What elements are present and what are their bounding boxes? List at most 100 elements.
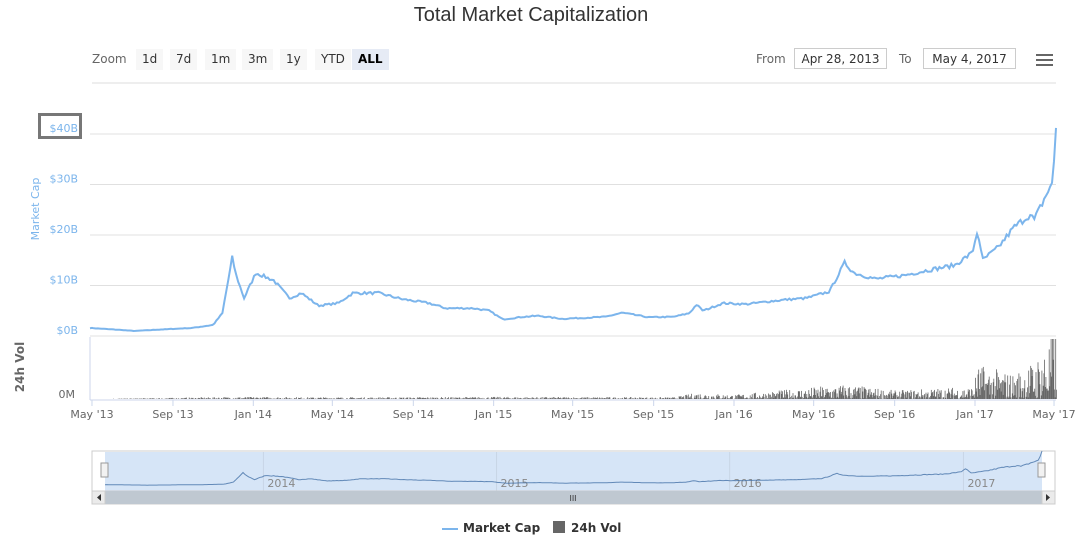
- volume-bar: [952, 395, 954, 399]
- volume-bar: [694, 395, 696, 399]
- volume-bar: [795, 395, 796, 399]
- volume-bar: [986, 385, 988, 399]
- volume-bar: [1000, 383, 1001, 399]
- volume-bar: [136, 398, 138, 399]
- volume-bar: [309, 398, 311, 399]
- volume-bar: [487, 397, 488, 399]
- volume-bar: [822, 390, 824, 399]
- volume-bar: [271, 398, 272, 399]
- volume-bar: [400, 397, 401, 399]
- volume-bar: [894, 390, 896, 399]
- volume-bar: [319, 397, 321, 399]
- volume-bar: [440, 398, 442, 399]
- volume-bar: [1033, 391, 1035, 399]
- volume-bar: [441, 398, 443, 399]
- volume-bar: [219, 398, 220, 399]
- volume-bar: [681, 398, 683, 399]
- zoom-all-button[interactable]: ALL: [352, 49, 389, 70]
- volume-bar: [346, 398, 348, 399]
- volume-bar: [961, 397, 963, 399]
- scrollbar-thumb[interactable]: [105, 491, 1042, 504]
- zoom-3m-button[interactable]: 3m: [242, 49, 274, 70]
- volume-bar: [915, 394, 917, 399]
- volume-bar: [799, 396, 801, 399]
- volume-bar: [588, 397, 590, 399]
- volume-bar: [199, 398, 201, 399]
- zoom-1m-button[interactable]: 1m: [205, 49, 237, 70]
- volume-bar: [221, 398, 222, 399]
- volume-bar: [626, 397, 627, 399]
- volume-bar: [630, 397, 632, 399]
- volume-bar: [562, 397, 564, 399]
- volume-bar: [253, 397, 255, 399]
- to-date-input[interactable]: May 4, 2017: [923, 48, 1016, 69]
- volume-bar: [419, 397, 421, 399]
- volume-bar: [718, 395, 720, 399]
- volume-bar: [189, 398, 191, 399]
- zoom-7d-button[interactable]: 7d: [170, 49, 198, 70]
- volume-bar: [864, 388, 866, 399]
- volume-bar: [973, 394, 975, 399]
- volume-bar: [1045, 377, 1047, 399]
- volume-bar: [261, 398, 263, 399]
- from-date-input[interactable]: Apr 28, 2013: [794, 48, 887, 69]
- volume-bar: [839, 390, 841, 399]
- volume-bar: [1056, 389, 1057, 399]
- volume-bar: [326, 397, 328, 399]
- volume-bar: [639, 398, 641, 399]
- volume-bar: [889, 391, 891, 399]
- zoom-1y-button[interactable]: 1y: [280, 49, 307, 70]
- navigator-right-handle[interactable]: [1037, 462, 1046, 478]
- volume-bar: [1030, 365, 1032, 399]
- volume-bar: [487, 397, 489, 399]
- volume-bar: [125, 398, 127, 399]
- volume-bar: [250, 397, 251, 399]
- volume-bar: [144, 398, 145, 399]
- volume-bar: [517, 397, 519, 399]
- volume-bar: [792, 393, 794, 399]
- volume-bar: [318, 398, 320, 399]
- volume-bar: [724, 396, 726, 399]
- volume-bar: [541, 397, 543, 399]
- volume-bar: [643, 397, 644, 399]
- volume-bar: [1055, 339, 1057, 399]
- volume-bar: [207, 397, 209, 399]
- volume-bar: [334, 398, 336, 399]
- volume-bar: [232, 398, 234, 399]
- volume-bar: [573, 397, 575, 399]
- legend-market-cap[interactable]: Market Cap: [442, 521, 540, 535]
- volume-bar: [712, 396, 714, 399]
- navigator-left-handle[interactable]: [100, 462, 109, 478]
- volume-bar: [952, 387, 953, 399]
- zoom-1d-button[interactable]: 1d: [136, 49, 164, 70]
- scrollbar-grip-icon[interactable]: III: [569, 494, 576, 503]
- volume-bar: [500, 398, 502, 399]
- volume-bar: [350, 397, 352, 399]
- volume-bar: [506, 398, 508, 399]
- volume-bar: [505, 398, 507, 399]
- volume-bar: [414, 398, 415, 399]
- volume-bar: [506, 397, 507, 399]
- volume-bar: [207, 398, 208, 399]
- volume-bar: [533, 398, 535, 399]
- legend-volume[interactable]: 24h Vol: [553, 521, 621, 535]
- volume-bar: [1031, 368, 1032, 399]
- volume-bar: [971, 389, 972, 399]
- legend-label: Market Cap: [463, 521, 541, 535]
- volume-bar: [874, 395, 876, 399]
- volume-bar: [227, 397, 228, 399]
- volume-bar: [888, 393, 889, 399]
- volume-bar: [194, 398, 196, 399]
- volume-bar: [787, 394, 789, 399]
- volume-bar: [367, 398, 368, 399]
- hamburger-menu-icon[interactable]: [1036, 54, 1053, 68]
- volume-bar: [609, 397, 611, 399]
- volume-bar: [820, 386, 822, 399]
- volume-bar: [834, 389, 836, 399]
- volume-bar: [851, 397, 853, 399]
- zoom-ytd-button[interactable]: YTD: [315, 49, 351, 70]
- volume-bar: [853, 389, 854, 399]
- volume-bar: [529, 398, 531, 399]
- volume-bar: [821, 396, 823, 399]
- volume-bar: [319, 398, 320, 399]
